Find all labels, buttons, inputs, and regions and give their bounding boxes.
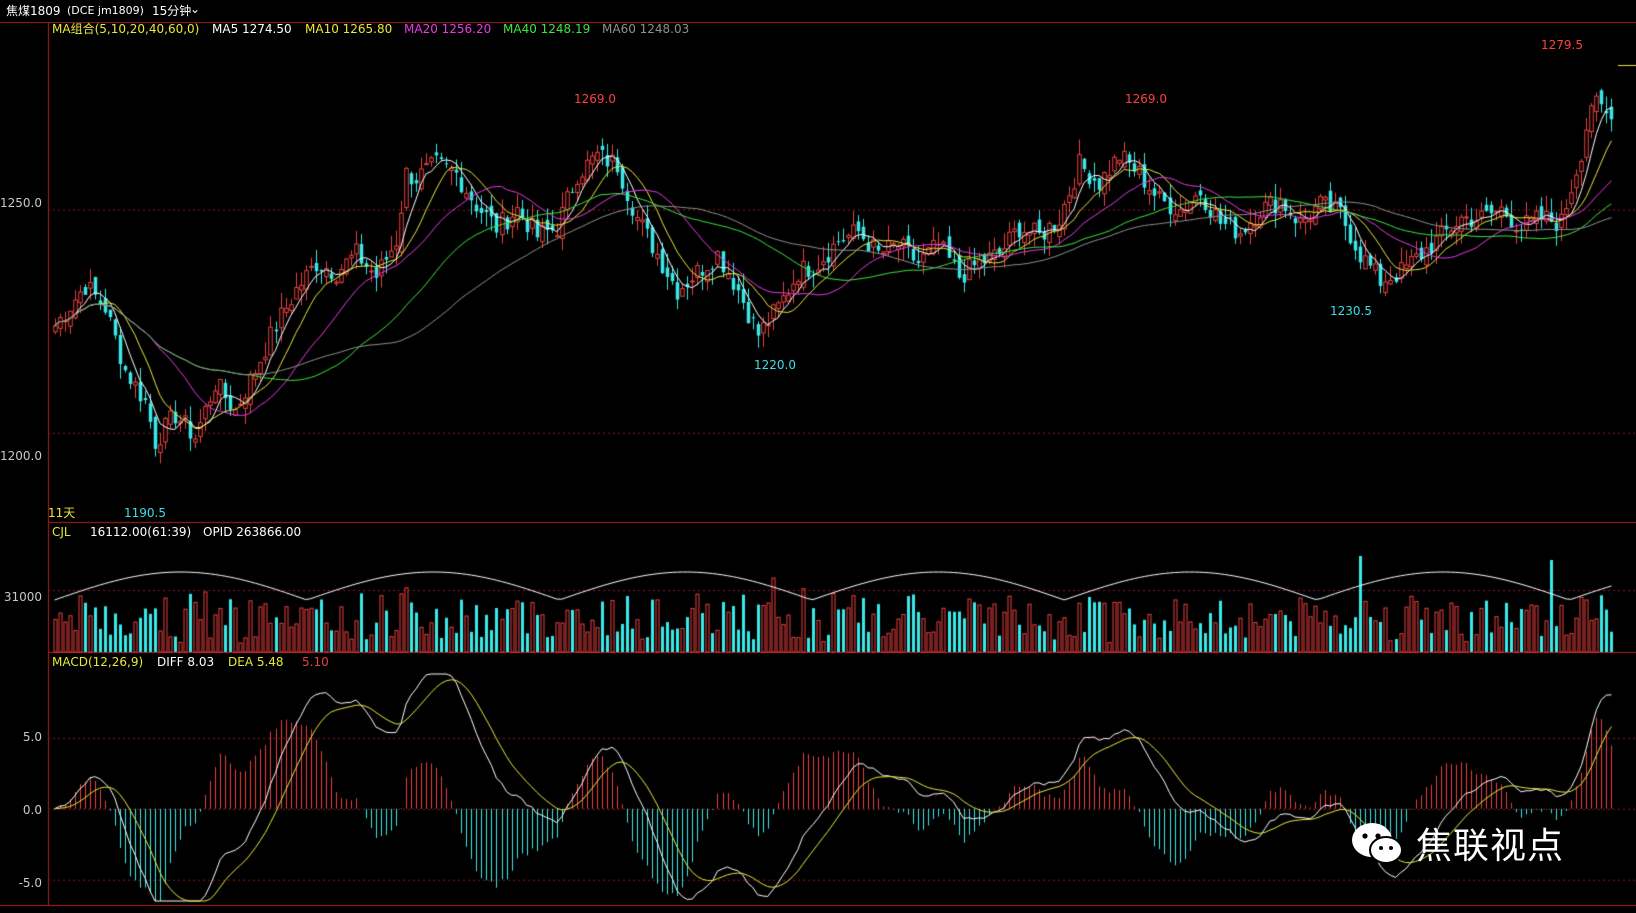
wechat-icon xyxy=(1352,823,1403,864)
high-marker: 1269.0 xyxy=(574,92,616,106)
low-marker: 1190.5 xyxy=(124,506,166,520)
ma60-value: MA60 1248.03 xyxy=(602,22,690,36)
low-marker: 1230.5 xyxy=(1330,304,1372,318)
macd-dea-value: DEA 5.48 xyxy=(228,655,284,669)
macd-tick-minus5: -5.0 xyxy=(18,876,42,890)
open-interest-value: OPID 263866.00 xyxy=(203,525,302,539)
chart-title-bar: 焦煤1809 (DCE jm1809) 15分钟 ⌄ xyxy=(0,0,1636,22)
period-selector[interactable]: 15分钟 xyxy=(152,4,192,18)
macd-tick-5: 5.0 xyxy=(22,730,42,744)
volume-legend-title[interactable]: CJL xyxy=(52,525,71,539)
symbol-title: 焦煤1809 xyxy=(6,4,61,18)
price-tick-1200: 1200.0 xyxy=(0,449,42,463)
watermark-text: 焦联视点 xyxy=(1416,826,1565,867)
ma5-value: MA5 1274.50 xyxy=(212,22,292,36)
macd-hist-value: 5.10 xyxy=(302,655,329,669)
macd-diff-value: DIFF 8.03 xyxy=(157,655,215,669)
ma20-value: MA20 1256.20 xyxy=(404,22,492,36)
low-marker: 1220.0 xyxy=(754,358,796,372)
days-label: 11天 xyxy=(48,506,76,520)
volume-value: 16112.00(61:39) xyxy=(90,525,192,539)
high-marker: 1269.0 xyxy=(1125,92,1167,106)
ma-legend-title[interactable]: MA组合(5,10,20,40,60,0) xyxy=(52,22,200,36)
chevron-down-icon[interactable]: ⌄ xyxy=(190,2,201,16)
watermark: 焦联视点 xyxy=(1348,816,1564,870)
volume-tick-31000: 31000 xyxy=(3,590,42,604)
macd-legend-title[interactable]: MACD(12,26,9) xyxy=(52,655,144,669)
macd-tick-0: 0.0 xyxy=(22,803,42,817)
ma10-value: MA10 1265.80 xyxy=(305,22,393,36)
high-marker: 1279.5 xyxy=(1541,38,1583,52)
ma40-value: MA40 1248.19 xyxy=(503,22,591,36)
price-tick-1250: 1250.0 xyxy=(0,196,42,210)
exchange-code: (DCE jm1809) xyxy=(67,4,144,17)
